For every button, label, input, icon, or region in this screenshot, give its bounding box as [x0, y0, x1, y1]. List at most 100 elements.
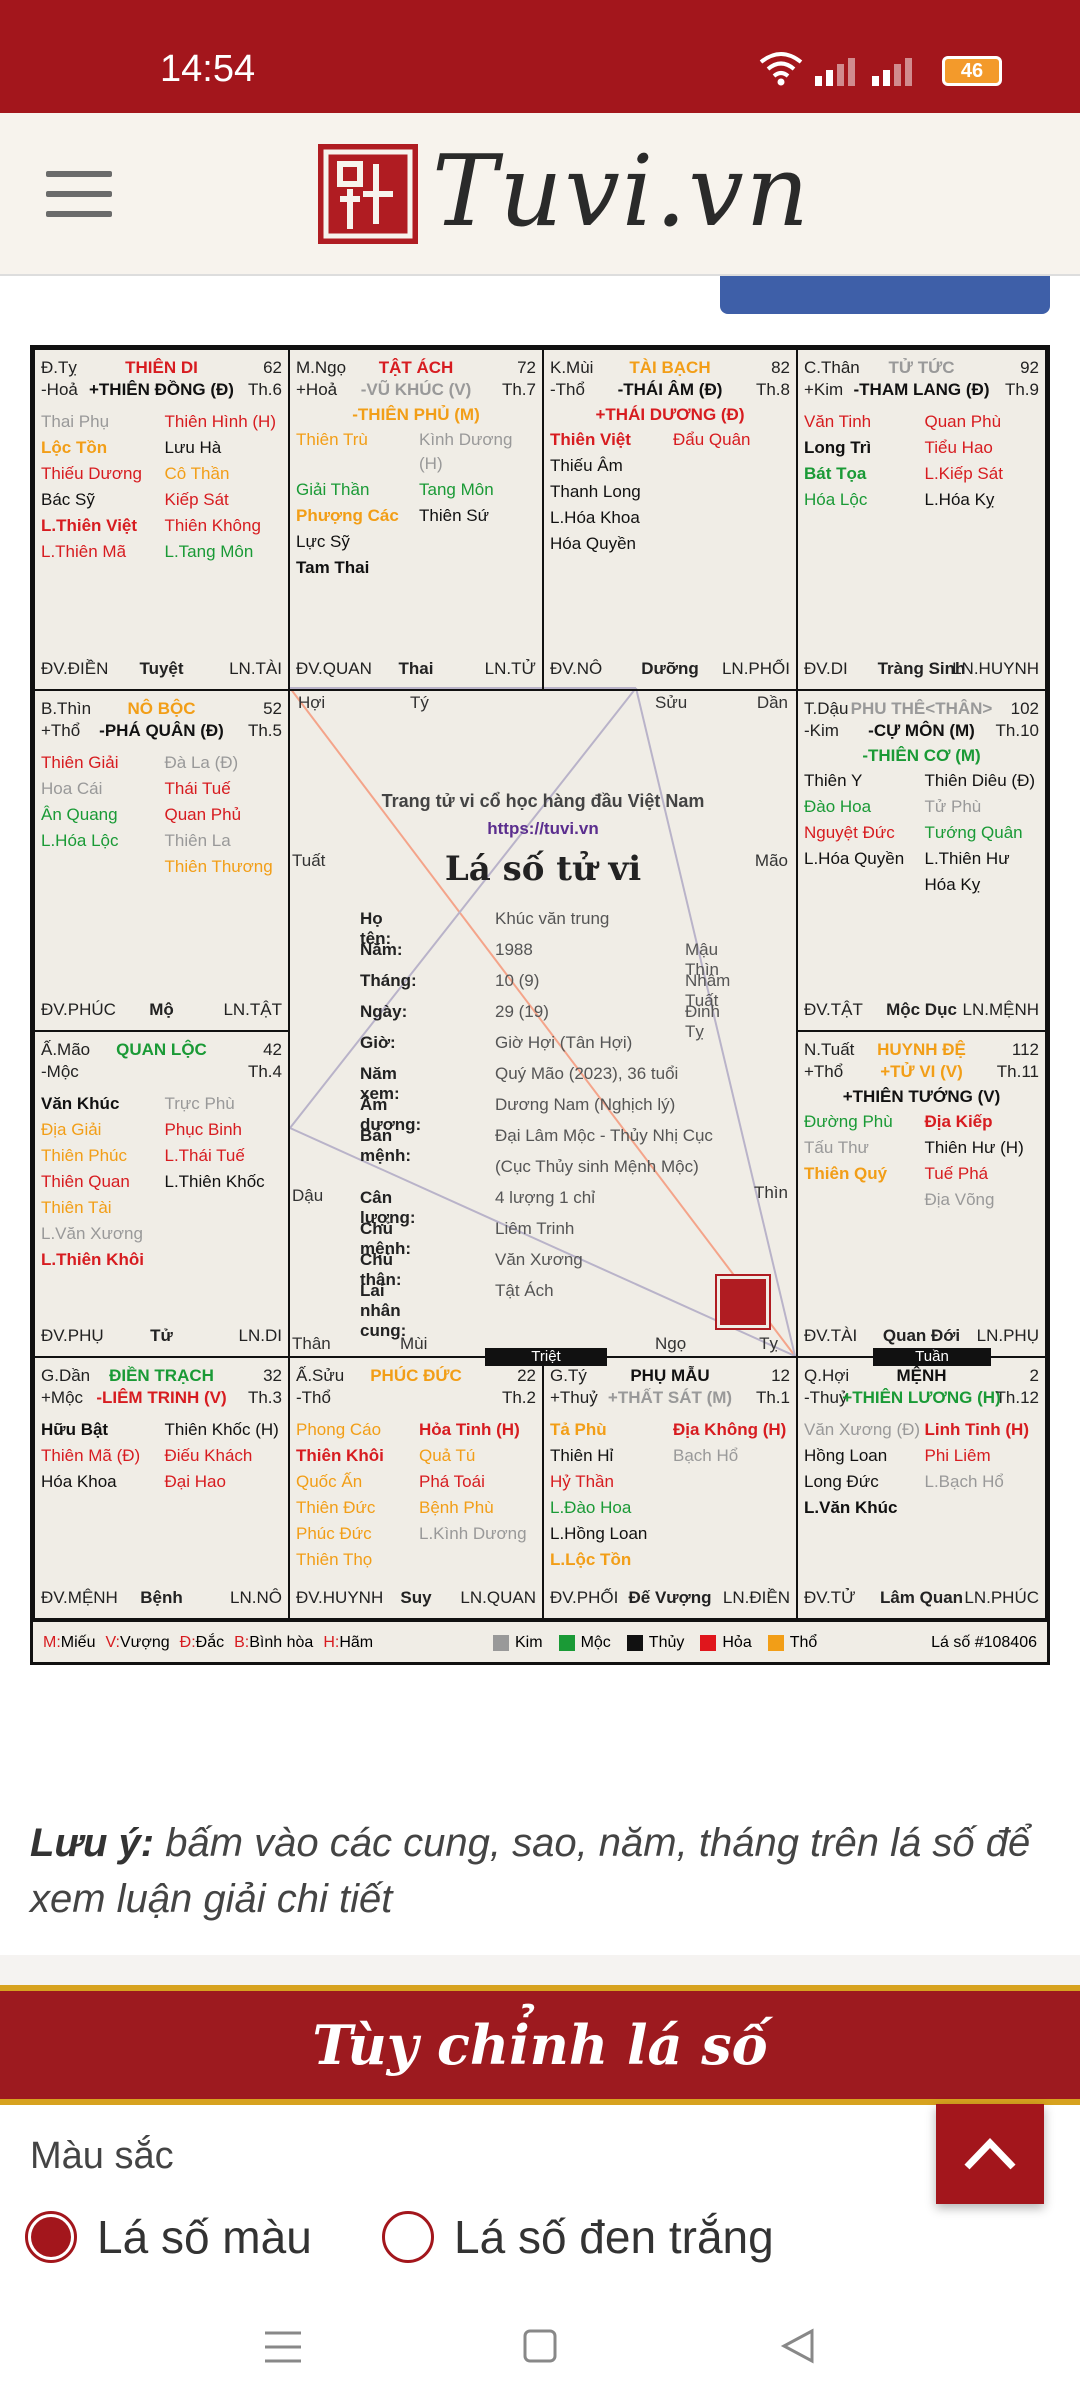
- cell-name[interactable]: PHU THÊ<THÂN>: [850, 699, 993, 718]
- info-value[interactable]: Đại Lâm Mộc - Thủy Nhị Cục: [495, 1126, 713, 1145]
- star[interactable]: Quan Phù: [924, 412, 1002, 431]
- star[interactable]: Lưu Hà: [164, 438, 222, 457]
- star[interactable]: Thiên Đức: [296, 1498, 376, 1517]
- cell-main-star[interactable]: -PHÁ QUÂN (Đ): [99, 721, 224, 740]
- star[interactable]: Thiên Phúc: [41, 1146, 127, 1165]
- star[interactable]: Thiên Không: [164, 516, 261, 535]
- star[interactable]: L.Lộc Tồn: [550, 1550, 632, 1569]
- cell-thien-di[interactable]: Đ.Tỵ THIÊN DI 62 -Hoả +THIÊN ĐỒNG (Đ) Th…: [33, 348, 290, 691]
- star[interactable]: L.Văn Xương: [41, 1224, 143, 1243]
- star[interactable]: Bát Tọa: [804, 464, 867, 483]
- cell-name[interactable]: TẬT ÁCH: [378, 358, 454, 377]
- info-value[interactable]: 10 (9): [495, 971, 540, 990]
- cell-no-boc[interactable]: B.Thìn NÔ BỘC 52 +Thổ -PHÁ QUÂN (Đ) Th.5…: [33, 689, 290, 1032]
- star[interactable]: Quả Tú: [419, 1446, 476, 1465]
- star[interactable]: L.Hóa Lộc: [41, 831, 119, 850]
- star[interactable]: Văn Xương (Đ): [804, 1420, 921, 1439]
- star[interactable]: Hoa Cái: [41, 779, 103, 798]
- cell-name[interactable]: NÔ BỘC: [127, 699, 196, 718]
- star[interactable]: Lộc Tồn: [41, 438, 108, 457]
- cell-tai-bach[interactable]: K.Mùi TÀI BẠCH 82 -Thổ -THÁI ÂM (Đ) Th.8…: [542, 348, 798, 691]
- star[interactable]: Tử Phù: [924, 797, 982, 816]
- star[interactable]: L.Tang Môn: [164, 542, 254, 561]
- star[interactable]: Hỏa Tinh (H): [419, 1420, 520, 1439]
- star[interactable]: Bệnh Phù: [419, 1498, 494, 1517]
- star[interactable]: Địa Võng: [924, 1190, 995, 1209]
- star[interactable]: Phúc Đức: [296, 1524, 372, 1543]
- star[interactable]: L.Hóa Khoa: [550, 508, 640, 527]
- cell-main-star[interactable]: -VŨ KHÚC (V): [360, 380, 472, 399]
- star[interactable]: Đà La (Đ): [164, 753, 239, 772]
- star[interactable]: Đào Hoa: [804, 797, 872, 816]
- cell-tat-ach[interactable]: M.Ngọ TẬT ÁCH 72 +Hoả -VŨ KHÚC (V) Th.7 …: [288, 348, 544, 691]
- info-value[interactable]: Giờ Hợi (Tân Hợi): [495, 1033, 633, 1052]
- radio-color-label[interactable]: Lá số màu: [97, 2211, 312, 2263]
- star[interactable]: L.Đào Hoa: [550, 1498, 632, 1517]
- cell-name[interactable]: HUYNH ĐỆ: [877, 1040, 966, 1059]
- cell-name[interactable]: THIÊN DI: [125, 358, 198, 377]
- cell-main-star[interactable]: +TỬ VI (V): [880, 1062, 963, 1081]
- cell-main-star[interactable]: -THÁI ÂM (Đ): [617, 380, 723, 399]
- cell-phuc-duc[interactable]: Ấ.Sửu PHÚC ĐỨC 22 -Thổ Th.2 Phong Cáo Hỏa…: [288, 1356, 544, 1620]
- star[interactable]: Thiên Sứ: [419, 506, 489, 525]
- star[interactable]: Thai Phụ: [41, 412, 110, 431]
- star[interactable]: L.Thiên Khốc: [164, 1172, 265, 1191]
- star[interactable]: L.Hóa Kỵ: [924, 490, 995, 509]
- recents-icon[interactable]: [263, 2330, 303, 2364]
- cell-phu-mau[interactable]: G.Tý PHỤ MẪU 12 +Thuỷ +THẤT SÁT (M) Th.1…: [542, 1356, 798, 1620]
- star[interactable]: Đại Hao: [164, 1472, 226, 1491]
- star[interactable]: Thiếu Âm: [550, 456, 623, 475]
- star[interactable]: Địa Không (H): [673, 1420, 787, 1439]
- star[interactable]: Đường Phù: [804, 1112, 893, 1131]
- tuvi-chart[interactable]: Đ.Tỵ THIÊN DI 62 -Hoả +THIÊN ĐỒNG (Đ) Th…: [30, 345, 1050, 1665]
- radio-color[interactable]: Lá số màu: [25, 2210, 312, 2264]
- star[interactable]: Thiên Thọ: [296, 1550, 373, 1569]
- cell-dien-trach[interactable]: G.Dần ĐIỀN TRẠCH 32 +Mộc -LIÊM TRINH (V)…: [33, 1356, 290, 1620]
- star[interactable]: Ân Quang: [41, 805, 118, 824]
- logo-seal[interactable]: [318, 144, 418, 244]
- cell-main-star-2[interactable]: +THIÊN TƯỚNG (V): [842, 1087, 1001, 1106]
- star[interactable]: Hóa Quyền: [550, 534, 636, 553]
- cell-main-star[interactable]: -CỰ MÔN (M): [868, 721, 975, 740]
- star[interactable]: Phong Cáo: [296, 1420, 382, 1439]
- star[interactable]: Thiên Trù: [296, 430, 368, 449]
- cell-name[interactable]: TỬ TỨC: [888, 358, 955, 377]
- cell-main-star[interactable]: +THẤT SÁT (M): [607, 1388, 733, 1407]
- cell-main-star[interactable]: -THAM LANG (Đ): [853, 380, 990, 399]
- star[interactable]: Long Trì: [804, 438, 872, 457]
- cell-quan-loc[interactable]: Ấ.Mão QUAN LỘC 42 -Mộc Th.4 Văn Khúc Trực…: [33, 1030, 290, 1358]
- star[interactable]: L.Thiên Việt: [41, 516, 138, 535]
- star[interactable]: Văn Khúc: [41, 1094, 120, 1113]
- star[interactable]: Bác Sỹ: [41, 490, 95, 509]
- star[interactable]: Địa Kiếp: [924, 1112, 993, 1131]
- star[interactable]: Thiên Tài: [41, 1198, 112, 1217]
- cell-name[interactable]: ĐIỀN TRẠCH: [109, 1366, 214, 1385]
- radio-bw[interactable]: Lá số đen trắng: [382, 2210, 774, 2264]
- cell-name[interactable]: PHÚC ĐỨC: [370, 1366, 462, 1385]
- star[interactable]: Thiên Khôi: [296, 1446, 384, 1465]
- star[interactable]: L.Thiên Mã: [41, 542, 127, 561]
- star[interactable]: Kiếp Sát: [164, 490, 229, 509]
- info-value[interactable]: Tật Ách: [495, 1281, 554, 1300]
- star[interactable]: L.Văn Khúc: [804, 1498, 898, 1517]
- home-icon[interactable]: [522, 2328, 558, 2364]
- cell-main-star[interactable]: +THIÊN ĐỒNG (Đ): [89, 380, 234, 399]
- cell-phu-the[interactable]: T.Dậu PHU THÊ<THÂN> 102 -Kim -CỰ MÔN (M)…: [796, 689, 1047, 1032]
- star[interactable]: Cô Thần: [164, 464, 230, 483]
- radio-bw-label[interactable]: Lá số đen trắng: [454, 2211, 774, 2263]
- info-value-2[interactable]: Đinh Tỵ: [685, 1002, 720, 1041]
- star[interactable]: L.Kình Dương: [419, 1524, 527, 1543]
- info-value-2[interactable]: Nhâm Tuất: [685, 971, 731, 1010]
- star[interactable]: Phi Liêm: [924, 1446, 991, 1465]
- info-value[interactable]: (Cục Thủy sinh Mệnh Mộc): [495, 1157, 699, 1176]
- info-value[interactable]: Liêm Trinh: [495, 1219, 575, 1238]
- star[interactable]: Hóa Khoa: [41, 1472, 117, 1491]
- star[interactable]: Phục Binh: [164, 1120, 243, 1139]
- star[interactable]: Thiên Thương: [164, 857, 273, 876]
- star[interactable]: L.Hóa Quyền: [804, 849, 905, 868]
- info-value[interactable]: Quý Mão (2023), 36 tuổi: [495, 1064, 679, 1083]
- cell-main-star-2[interactable]: -THIÊN PHỦ (M): [352, 405, 480, 424]
- cell-menh[interactable]: Q.Hợi MỆNH 2 -Thuỷ +THIÊN LƯƠNG (H) Th.1…: [796, 1356, 1047, 1620]
- star[interactable]: L.Kiếp Sát: [924, 464, 1003, 483]
- star[interactable]: Thiên Hình (H): [164, 412, 276, 431]
